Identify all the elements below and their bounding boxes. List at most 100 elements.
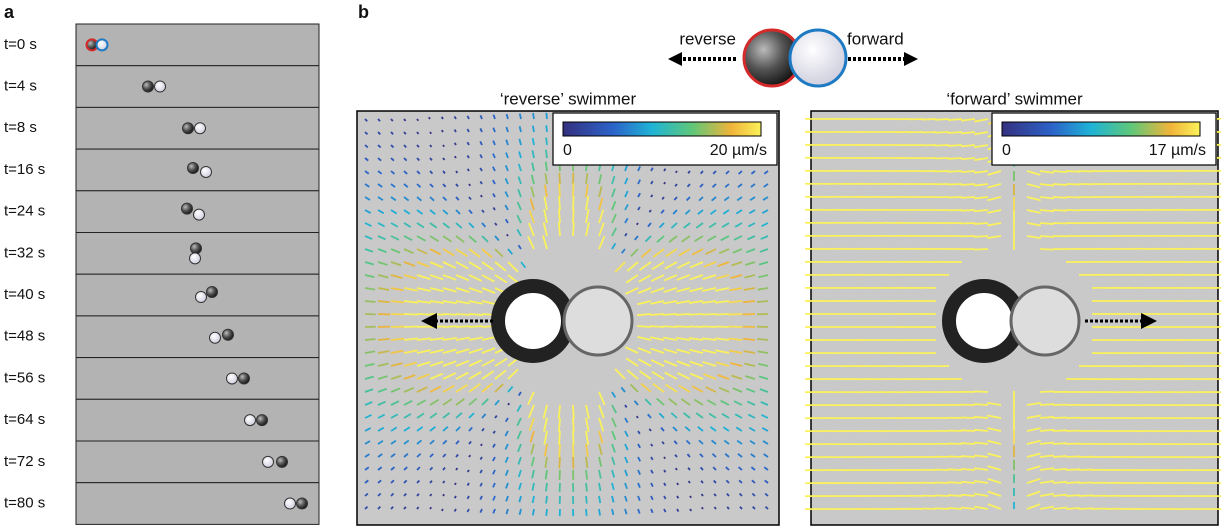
flow-vector <box>676 468 677 470</box>
flow-vector <box>1066 171 1080 172</box>
flow-vector <box>1053 184 1067 185</box>
flow-vector <box>961 184 975 185</box>
time-label: t=72 s <box>4 453 45 470</box>
flow-vector <box>663 326 677 327</box>
flow-vector <box>689 481 690 483</box>
flow-vector <box>935 495 949 496</box>
flow-vector <box>961 443 975 444</box>
particle-dark <box>207 287 218 298</box>
flow-vector <box>715 314 729 315</box>
flow-vector <box>442 509 443 511</box>
flow-vector <box>443 158 445 160</box>
flow-vector <box>664 470 665 472</box>
time-label: t=8 s <box>4 119 37 136</box>
panel-title: ‘forward’ swimmer <box>946 89 1083 108</box>
particle-dark <box>191 243 202 254</box>
flow-vector <box>573 418 574 432</box>
flow-vector <box>546 150 547 158</box>
flow-vector <box>1066 469 1080 470</box>
flow-vector <box>948 132 962 133</box>
flow-vector <box>961 171 975 172</box>
flow-vector <box>1053 456 1067 457</box>
flow-vector <box>443 314 457 315</box>
flow-vector <box>651 444 652 446</box>
frame <box>76 24 319 66</box>
flow-vector <box>546 113 547 119</box>
flow-vector <box>1040 236 1054 237</box>
flow-vector <box>430 494 432 496</box>
flow-vector <box>442 130 443 132</box>
flow-vector <box>637 416 638 418</box>
flow-vector <box>559 196 560 210</box>
flow-vector <box>1066 456 1080 457</box>
flow-vector <box>1053 210 1067 211</box>
flow-vector <box>948 456 962 457</box>
flow-vector <box>1040 391 1054 392</box>
flow-vector <box>442 117 443 119</box>
flow-vector <box>378 301 390 302</box>
time-label: t=56 s <box>4 369 45 386</box>
time-label: t=32 s <box>4 244 45 261</box>
time-label: t=80 s <box>4 495 45 512</box>
flow-vector <box>481 195 482 197</box>
flow-vector <box>948 184 962 185</box>
flow-vector <box>430 507 431 509</box>
time-label: t=48 s <box>4 328 45 345</box>
particle-dark <box>188 162 199 173</box>
flow-vector <box>586 509 587 516</box>
flow-vector <box>573 183 574 197</box>
flow-vector <box>546 496 547 503</box>
flow-vector <box>637 314 651 315</box>
flow-vector <box>743 339 755 340</box>
flow-vector <box>690 496 691 498</box>
swimmer-dark <box>498 286 568 356</box>
flow-vector <box>1053 171 1067 172</box>
flow-vector <box>573 444 574 458</box>
particle-light <box>201 166 212 177</box>
time-label: t=0 s <box>4 36 37 53</box>
flow-vector <box>365 339 376 340</box>
flow-vector <box>507 234 508 236</box>
flow-vector <box>1040 210 1054 211</box>
flow-vector <box>417 326 431 327</box>
flow-vector <box>469 326 483 327</box>
flow-vector <box>961 158 975 159</box>
flow-vector <box>757 301 768 302</box>
flow-vector <box>1053 430 1067 431</box>
flow-vector <box>974 430 988 431</box>
time-label: t=64 s <box>4 411 45 428</box>
flow-vector <box>1053 417 1067 418</box>
flow-vector <box>702 314 716 315</box>
particle-light <box>190 253 201 264</box>
flow-vector <box>935 145 949 146</box>
flow-vector <box>676 326 690 327</box>
flow-vector <box>417 119 418 121</box>
particle-light <box>97 39 108 50</box>
flow-vector <box>689 326 703 327</box>
flow-vector <box>1066 495 1080 496</box>
flow-vector <box>676 171 677 173</box>
flow-vector <box>1053 482 1067 483</box>
flow-vector <box>430 145 432 147</box>
frame <box>76 358 319 400</box>
flow-vector <box>417 507 419 509</box>
flow-vector <box>456 468 457 470</box>
flow-vector <box>468 470 469 472</box>
flow-vector <box>637 326 651 327</box>
particle-light <box>194 209 205 220</box>
time-label: t=4 s <box>4 78 37 95</box>
flow-vector <box>429 117 430 119</box>
flow-vector <box>1079 495 1093 496</box>
flow-vector <box>1066 508 1080 509</box>
flow-vector <box>961 456 975 457</box>
flow-vector <box>974 417 988 418</box>
flow-vector <box>1053 469 1067 470</box>
flow-vector <box>559 418 560 432</box>
swimmer-light <box>564 287 632 355</box>
flow-vector <box>948 469 962 470</box>
flow-vector <box>559 209 560 223</box>
particle-light <box>285 498 296 509</box>
flow-vector <box>443 481 445 483</box>
flow-vector <box>1040 417 1054 418</box>
flow-vector <box>417 132 419 134</box>
